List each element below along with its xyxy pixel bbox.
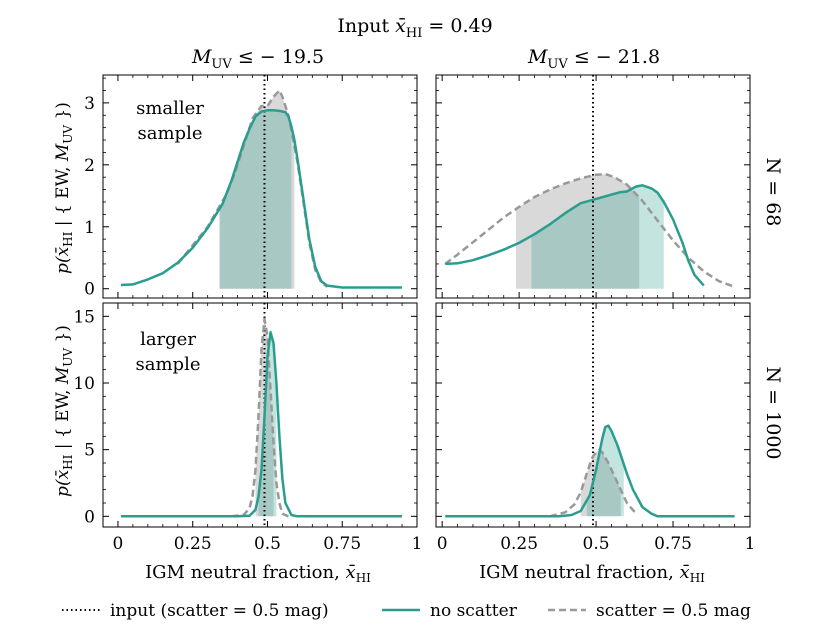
axes-frame-top-left bbox=[102, 74, 418, 299]
ytick-label-top-left: 3 bbox=[84, 94, 95, 114]
ytick-label-bottom-left: 15 bbox=[73, 307, 95, 327]
column-title-left: MUV ≤ − 19.5 bbox=[191, 46, 324, 72]
ytick-label-top-left: 0 bbox=[84, 280, 95, 300]
scatter-line-top-right bbox=[444, 172, 736, 289]
noscatter-interval-top-right bbox=[531, 185, 664, 289]
noscatter-interval-bottom-right bbox=[586, 425, 624, 517]
xtick-label-bottom-left: 1 bbox=[412, 534, 423, 554]
ytick-label-bottom-left: 5 bbox=[84, 441, 95, 461]
ytick-label-top-left: 2 bbox=[84, 156, 95, 176]
xtick-label-bottom-left: 0.75 bbox=[323, 534, 361, 554]
row-label-bottom: N = 1000 bbox=[762, 367, 784, 460]
annotation-larger-line2: sample bbox=[136, 354, 201, 375]
xtick-label-bottom-left: 0.25 bbox=[174, 534, 212, 554]
noscatter-interval-top-left bbox=[219, 110, 292, 289]
noscatter-line-top-right bbox=[445, 184, 705, 287]
panel-top-right bbox=[435, 74, 751, 299]
noscatter-line-bottom-left bbox=[120, 331, 402, 518]
annotation-larger-line1: larger bbox=[140, 329, 196, 350]
column-title-right: MUV ≤ − 21.8 bbox=[527, 46, 660, 72]
axes-frame-bottom-right bbox=[435, 302, 751, 528]
xtick-label-bottom-left: 0 bbox=[113, 534, 124, 554]
ytick-label-bottom-left: 0 bbox=[84, 507, 95, 527]
xlabel-right: IGM neutral fraction, x̄HI bbox=[479, 562, 705, 585]
scatter-interval-bottom-right bbox=[580, 449, 621, 517]
ytick-label-bottom-left: 10 bbox=[73, 374, 95, 394]
axes-frame-bottom-left bbox=[102, 302, 418, 528]
xtick-label-bottom-right: 0.5 bbox=[583, 534, 610, 554]
noscatter-line-bottom-right bbox=[445, 424, 735, 518]
xtick-label-bottom-right: 0 bbox=[437, 534, 448, 554]
ytick-label-top-left: 1 bbox=[84, 218, 95, 238]
scatter-interval-top-right bbox=[516, 174, 640, 289]
xtick-label-bottom-right: 1 bbox=[745, 534, 756, 554]
axes-frame-top-right bbox=[435, 74, 751, 299]
legend: input (scatter = 0.5 mag) no scatter sca… bbox=[62, 601, 751, 621]
scatter-interval-top-left bbox=[219, 90, 295, 289]
xtick-label-bottom-left: 0.5 bbox=[254, 534, 281, 554]
legend-input-label: input (scatter = 0.5 mag) bbox=[110, 601, 329, 621]
scatter-line-bottom-left bbox=[231, 317, 289, 518]
xtick-label-bottom-right: 0.25 bbox=[500, 534, 538, 554]
panel-top-left: 0 1 2 3 bbox=[84, 74, 418, 300]
noscatter-interval-bottom-left bbox=[258, 332, 277, 517]
xtick-label-bottom-right: 0.75 bbox=[654, 534, 692, 554]
row-label-top: N = 68 bbox=[762, 158, 784, 227]
legend-scatter-label: scatter = 0.5 mag bbox=[596, 601, 751, 621]
xlabel-left: IGM neutral fraction, x̄HI bbox=[145, 562, 371, 585]
annotation-smaller-line1: smaller bbox=[136, 98, 204, 119]
panel-bottom-right: 0 0.25 0.5 0.75 1 bbox=[435, 302, 756, 554]
figure-title: Input x̄HI = 0.49 bbox=[337, 15, 492, 41]
ylabel-bottom: p(x̄HI | { EW, MUV }) bbox=[53, 325, 75, 497]
ylabel-top: p(x̄HI | { EW, MUV }) bbox=[53, 102, 75, 274]
noscatter-line-top-left bbox=[120, 109, 402, 289]
legend-noscatter-label: no scatter bbox=[430, 601, 518, 621]
annotation-smaller-line2: sample bbox=[138, 123, 203, 144]
